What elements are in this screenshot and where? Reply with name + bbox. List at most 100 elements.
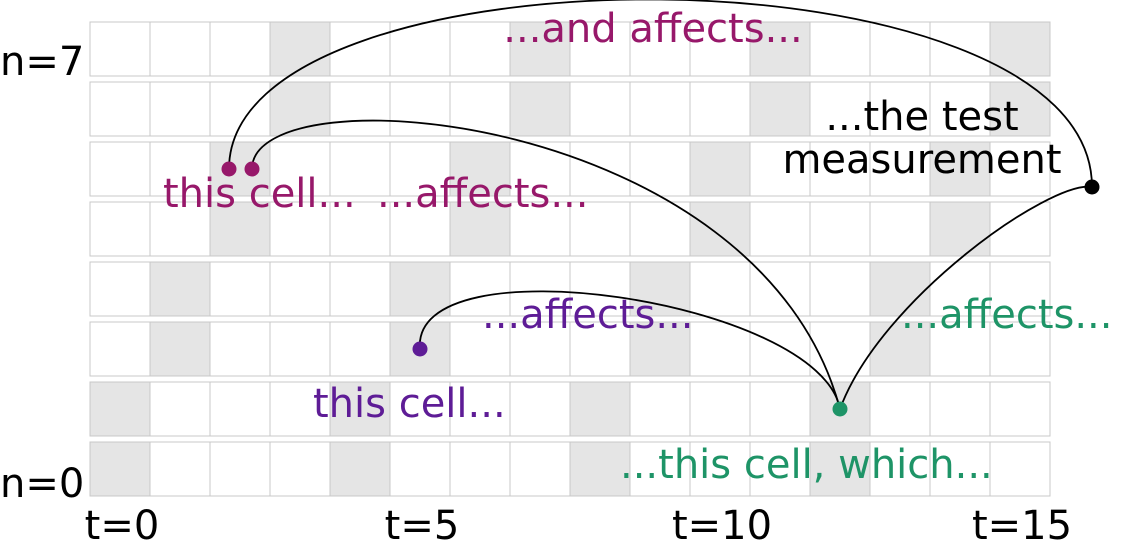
annotation-affects-magenta: ...affects... xyxy=(377,171,588,217)
grid-cell-shaded xyxy=(209,141,271,197)
arc-green-to-test xyxy=(839,185,1093,410)
magenta-dot-right xyxy=(244,161,260,177)
grid-cell xyxy=(269,441,331,497)
grid-cell xyxy=(989,381,1051,437)
grid-cell-shaded xyxy=(149,261,211,317)
grid-cell-shaded xyxy=(929,201,991,257)
annotation-and-affects: ...and affects... xyxy=(503,6,802,52)
grid-cell xyxy=(509,321,571,377)
grid-cell xyxy=(689,321,751,377)
arc-magenta-right-to-green xyxy=(251,119,841,410)
grid-cell xyxy=(329,21,391,77)
grid-cell xyxy=(809,81,871,137)
grid-cell xyxy=(449,21,511,77)
grid-cell xyxy=(929,441,991,497)
col-label-t5: t=5 xyxy=(385,503,460,544)
grid-cell xyxy=(569,261,631,317)
grid-cell xyxy=(869,21,931,77)
grid-cell xyxy=(689,261,751,317)
grid-cell-shaded xyxy=(569,441,631,497)
grid-cell-shaded xyxy=(869,321,931,377)
annotation-the-test: ...the test xyxy=(825,94,1018,140)
grid-cell-shaded xyxy=(509,21,571,77)
grid-cell-shaded xyxy=(149,321,211,377)
grid-cell xyxy=(569,81,631,137)
grid-cell xyxy=(149,381,211,437)
col-label-t0: t=0 xyxy=(85,503,160,544)
grid-cell xyxy=(989,141,1051,197)
grid-cell xyxy=(149,141,211,197)
grid-row-n5 xyxy=(89,141,1051,197)
grid-cell xyxy=(89,81,151,137)
annotation-affects-purple: ...affects... xyxy=(482,292,693,338)
grid-cell-shaded xyxy=(569,381,631,437)
col-label-t10: t=10 xyxy=(672,503,772,544)
labels: n=7 n=0 t=0 t=5 t=10 t=15 ...and affects… xyxy=(0,6,1112,544)
grid-row-n0 xyxy=(89,441,1051,497)
grid-cell xyxy=(389,81,451,137)
grid-cell xyxy=(89,201,151,257)
purple-dot xyxy=(412,341,428,357)
grid-cell xyxy=(209,21,271,77)
grid-cell xyxy=(689,81,751,137)
annotation-this-cell-which: ...this cell, which... xyxy=(620,442,993,488)
grid-cell xyxy=(209,441,271,497)
grid-row-n2 xyxy=(89,321,1051,377)
grid-cell xyxy=(209,381,271,437)
green-dot xyxy=(832,401,848,417)
grid-cell xyxy=(569,321,631,377)
grid-cell xyxy=(89,21,151,77)
grid-cell-shaded xyxy=(449,201,511,257)
grid-cell xyxy=(569,201,631,257)
annotation-affects-green: ...affects... xyxy=(901,292,1112,338)
arc-purple-to-green xyxy=(419,290,841,410)
grid-cell xyxy=(749,321,811,377)
dependency-arcs xyxy=(228,0,1093,410)
grid-cell xyxy=(809,321,871,377)
grid-cell xyxy=(869,201,931,257)
grid-cell xyxy=(269,381,331,437)
grid-cell xyxy=(509,381,571,437)
grid-cell-shaded xyxy=(749,81,811,137)
grid-cell xyxy=(809,261,871,317)
annotation-this-cell-purple: this cell... xyxy=(313,381,506,427)
grid-cell xyxy=(209,321,271,377)
grid-cell-shaded xyxy=(269,81,331,137)
annotation-this-cell-magenta: this cell... xyxy=(163,171,356,217)
grid-cell-shaded xyxy=(449,141,511,197)
grid-cell-shaded xyxy=(269,21,331,77)
grid-cell xyxy=(749,201,811,257)
cell-markers xyxy=(221,161,1100,417)
grid-cell xyxy=(269,321,331,377)
grid-cell xyxy=(689,381,751,437)
grid-cell xyxy=(389,381,451,437)
grid-cell xyxy=(329,201,391,257)
grid-cell xyxy=(89,141,151,197)
grid-cell xyxy=(989,321,1051,377)
grid-cell xyxy=(869,141,931,197)
grid-cell xyxy=(89,261,151,317)
grid-cell xyxy=(929,81,991,137)
grid-cell xyxy=(629,201,691,257)
grid-cell xyxy=(809,141,871,197)
magenta-dot-left xyxy=(221,161,237,177)
grid-cell xyxy=(689,441,751,497)
grid-cell-shaded xyxy=(389,261,451,317)
grid-cell xyxy=(149,21,211,77)
grid-cell xyxy=(929,261,991,317)
grid-cell xyxy=(329,141,391,197)
grid-row-n3 xyxy=(89,261,1051,317)
grid-cell xyxy=(509,441,571,497)
grid-cell xyxy=(809,21,871,77)
grid-cell xyxy=(749,381,811,437)
grid-cell xyxy=(749,441,811,497)
grid-cell xyxy=(569,21,631,77)
grid-row-n4 xyxy=(89,201,1051,257)
grid-cell xyxy=(509,141,571,197)
grid-cell-shaded xyxy=(629,261,691,317)
grid-cell xyxy=(329,81,391,137)
grid-cell xyxy=(149,441,211,497)
grid-cell xyxy=(149,201,211,257)
grid-cell xyxy=(269,141,331,197)
